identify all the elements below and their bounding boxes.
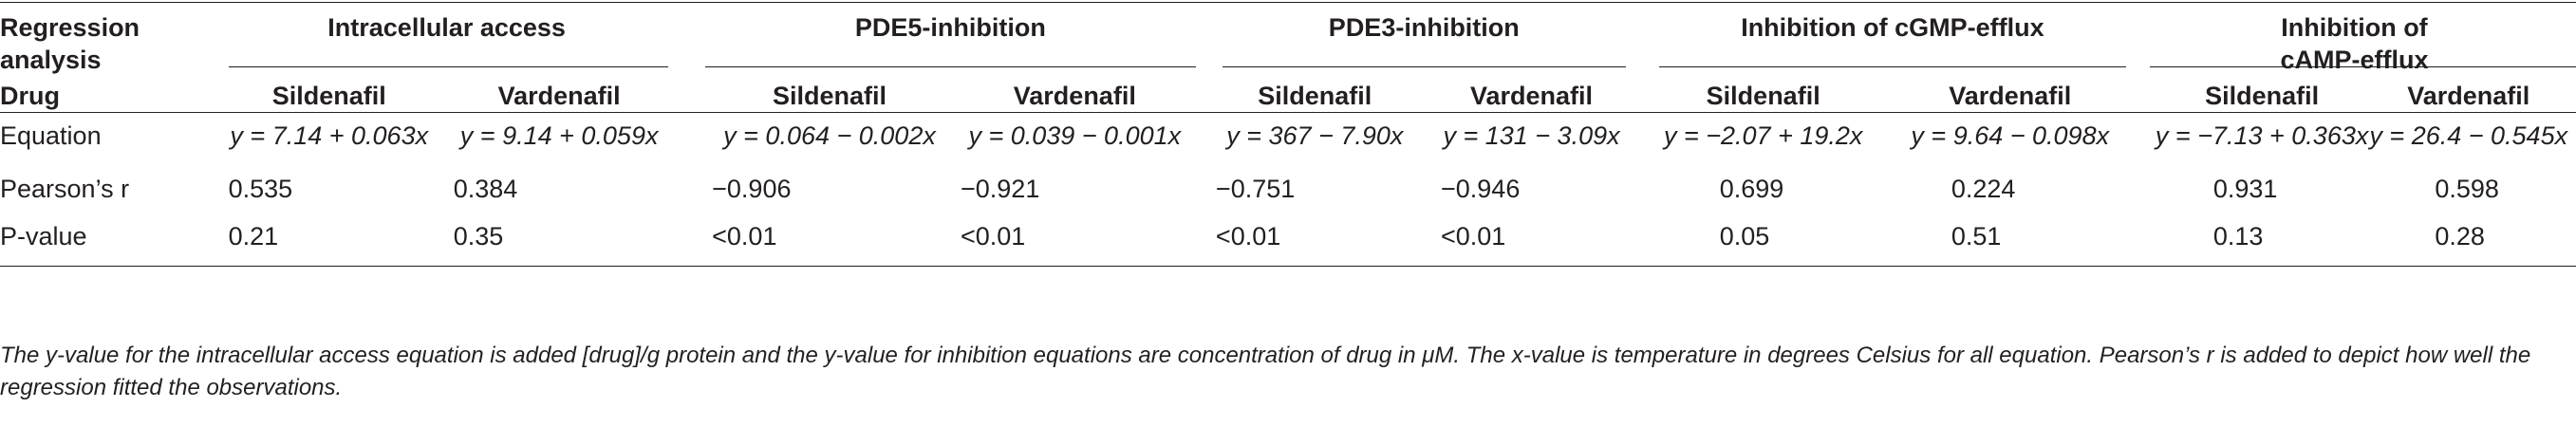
table-cell-pearsons-r: −0.906 bbox=[712, 175, 792, 203]
table-cell-p-value: <0.01 bbox=[1215, 222, 1281, 251]
drug-header: Sildenafil bbox=[271, 82, 386, 110]
table-cell-equation: y = 0.064 − 0.002x bbox=[723, 121, 936, 150]
group-header-pde3-inhibition: PDE3-inhibition bbox=[1328, 13, 1520, 42]
group-rule-pde5-inhibition bbox=[705, 66, 1196, 67]
group-rule-camp-efflux bbox=[2149, 66, 2576, 67]
table-cell-pearsons-r: 0.384 bbox=[453, 175, 518, 203]
table-cell-equation: y = −7.13 + 0.363x bbox=[2155, 121, 2369, 150]
corner-header: Regression analysis bbox=[0, 11, 140, 76]
table-cell-equation: y = 26.4 − 0.545x bbox=[2369, 121, 2568, 150]
table-cell-pearsons-r: 0.931 bbox=[2212, 175, 2278, 203]
drug-header: Sildenafil bbox=[1258, 82, 1372, 110]
drug-header: Vardenafil bbox=[1949, 82, 2072, 110]
table-cell-pearsons-r: 0.598 bbox=[2435, 175, 2499, 203]
table-top-rule bbox=[0, 2, 2576, 3]
table-cell-equation: y = 367 − 7.90x bbox=[1226, 121, 1404, 150]
row-label-p-value: P-value bbox=[0, 222, 87, 251]
table-cell-p-value: <0.01 bbox=[961, 222, 1026, 251]
group-rule-cgmp-efflux bbox=[1659, 66, 2126, 67]
header-bottom-rule bbox=[0, 112, 2576, 113]
corner-header-line2: analysis bbox=[0, 46, 102, 74]
table-bottom-rule bbox=[0, 266, 2576, 267]
group-rule-intracellular-access bbox=[228, 66, 669, 67]
table-cell-equation: y = 9.64 − 0.098x bbox=[1911, 121, 2110, 150]
table-cell-pearsons-r: 0.699 bbox=[1719, 175, 1784, 203]
table-cell-pearsons-r: −0.946 bbox=[1441, 175, 1521, 203]
drug-header: Sildenafil bbox=[1706, 82, 1820, 110]
table-cell-p-value: 0.13 bbox=[2212, 222, 2264, 251]
drug-header: Vardenafil bbox=[2407, 82, 2530, 110]
drug-header: Sildenafil bbox=[772, 82, 887, 110]
table-cell-p-value: 0.21 bbox=[228, 222, 279, 251]
table-cell-pearsons-r: 0.535 bbox=[228, 175, 293, 203]
drug-header: Vardenafil bbox=[1013, 82, 1136, 110]
table-cell-p-value: 0.51 bbox=[1951, 222, 2002, 251]
table-cell-p-value: <0.01 bbox=[1441, 222, 1506, 251]
table-cell-pearsons-r: −0.921 bbox=[961, 175, 1040, 203]
table-cell-pearsons-r: 0.224 bbox=[1951, 175, 2016, 203]
corner-header-line1: Regression bbox=[0, 13, 140, 42]
table-cell-p-value: <0.01 bbox=[712, 222, 777, 251]
group-header-intracellular-access: Intracellular access bbox=[327, 13, 566, 42]
table-cell-p-value: 0.05 bbox=[1719, 222, 1770, 251]
table-cell-equation: y = 0.039 − 0.001x bbox=[968, 121, 1182, 150]
drug-header: Vardenafil bbox=[497, 82, 621, 110]
table-cell-equation: y = 7.14 + 0.063x bbox=[230, 121, 429, 150]
table-cell-p-value: 0.35 bbox=[453, 222, 504, 251]
table-cell-equation: y = 131 − 3.09x bbox=[1443, 121, 1620, 150]
group-header-cgmp-efflux: Inhibition of cGMP-efflux bbox=[1741, 13, 2044, 42]
drug-header: Vardenafil bbox=[1470, 82, 1594, 110]
row-label-equation: Equation bbox=[0, 121, 102, 150]
drug-header: Sildenafil bbox=[2205, 82, 2320, 110]
drug-row-label: Drug bbox=[0, 82, 60, 110]
table-footnote: The y-value for the intracellular access… bbox=[0, 343, 2531, 400]
table-cell-p-value: 0.28 bbox=[2435, 222, 2485, 251]
group-rule-pde3-inhibition bbox=[1223, 66, 1626, 67]
row-label-pearsons-r: Pearson’s r bbox=[0, 175, 130, 203]
table-cell-equation: y = −2.07 + 19.2x bbox=[1663, 121, 1863, 150]
group-header-pde5-inhibition: PDE5-inhibition bbox=[854, 13, 1046, 42]
table-cell-equation: y = 9.14 + 0.059x bbox=[459, 121, 659, 150]
table-cell-pearsons-r: −0.751 bbox=[1215, 175, 1296, 203]
group-header-camp-efflux: Inhibition of cAMP-efflux bbox=[2280, 13, 2429, 74]
